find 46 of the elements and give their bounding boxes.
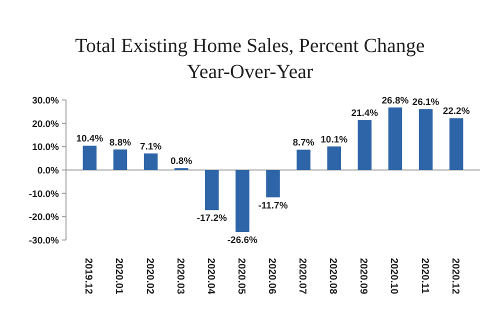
bar: [327, 146, 341, 170]
data-label: 26.8%: [382, 95, 410, 106]
x-tick-label: 2020.03: [174, 258, 186, 295]
x-tick-label: 2020.02: [144, 258, 155, 295]
bar: [449, 118, 464, 170]
y-tick-label: 30.0%: [32, 96, 60, 106]
y-tick-label: -30.0%: [28, 236, 60, 246]
y-tick-label: -20.0%: [28, 212, 60, 224]
bar: [82, 146, 97, 170]
data-label: 8.8%: [109, 137, 132, 148]
y-tick-label: 10.0%: [32, 142, 60, 154]
data-label: 22.2%: [442, 106, 470, 118]
bar: [358, 120, 372, 170]
x-tick-label: 2020.10: [388, 258, 400, 295]
x-tick-label: 2020.07: [296, 258, 308, 295]
x-tick-label: 2020.04: [204, 258, 216, 295]
chart-title: Total Existing Home Sales, Percent Change Year-Over-Year: [75, 35, 425, 83]
data-label: 0.8%: [170, 156, 193, 168]
bar: [388, 107, 402, 170]
data-label: -17.2%: [196, 213, 228, 224]
x-tick-label: 2020.05: [235, 258, 246, 295]
x-tick-label: 2019.12: [82, 258, 94, 295]
y-tick-label: 20.0%: [32, 118, 60, 130]
data-label: 10.4%: [76, 134, 104, 145]
x-tick-label: 2020.11: [418, 258, 430, 294]
data-label: -11.7%: [258, 200, 288, 212]
x-tick-label: 2020.06: [266, 258, 277, 295]
bar: [418, 109, 433, 170]
x-tick-label: 2020.01: [113, 258, 124, 295]
y-tick-label: -10.0%: [28, 188, 60, 200]
y-tick-label: 0.0%: [37, 166, 60, 176]
data-label: 7.1%: [140, 141, 162, 152]
bar: [144, 153, 158, 170]
data-label: 21.4%: [351, 108, 379, 120]
x-tick-label: 2020.08: [327, 258, 338, 295]
bar: [266, 170, 280, 198]
data-label: 10.1%: [320, 134, 348, 146]
x-tick-label: 2020.09: [358, 258, 369, 295]
data-label: -26.6%: [227, 235, 258, 246]
data-label: 26.1%: [412, 97, 440, 108]
bar: [236, 170, 250, 232]
bar: [113, 149, 128, 170]
x-tick-label: 2020.12: [449, 258, 460, 295]
bar: [205, 170, 219, 210]
data-label: 8.7%: [292, 138, 315, 149]
bar: [296, 150, 310, 170]
